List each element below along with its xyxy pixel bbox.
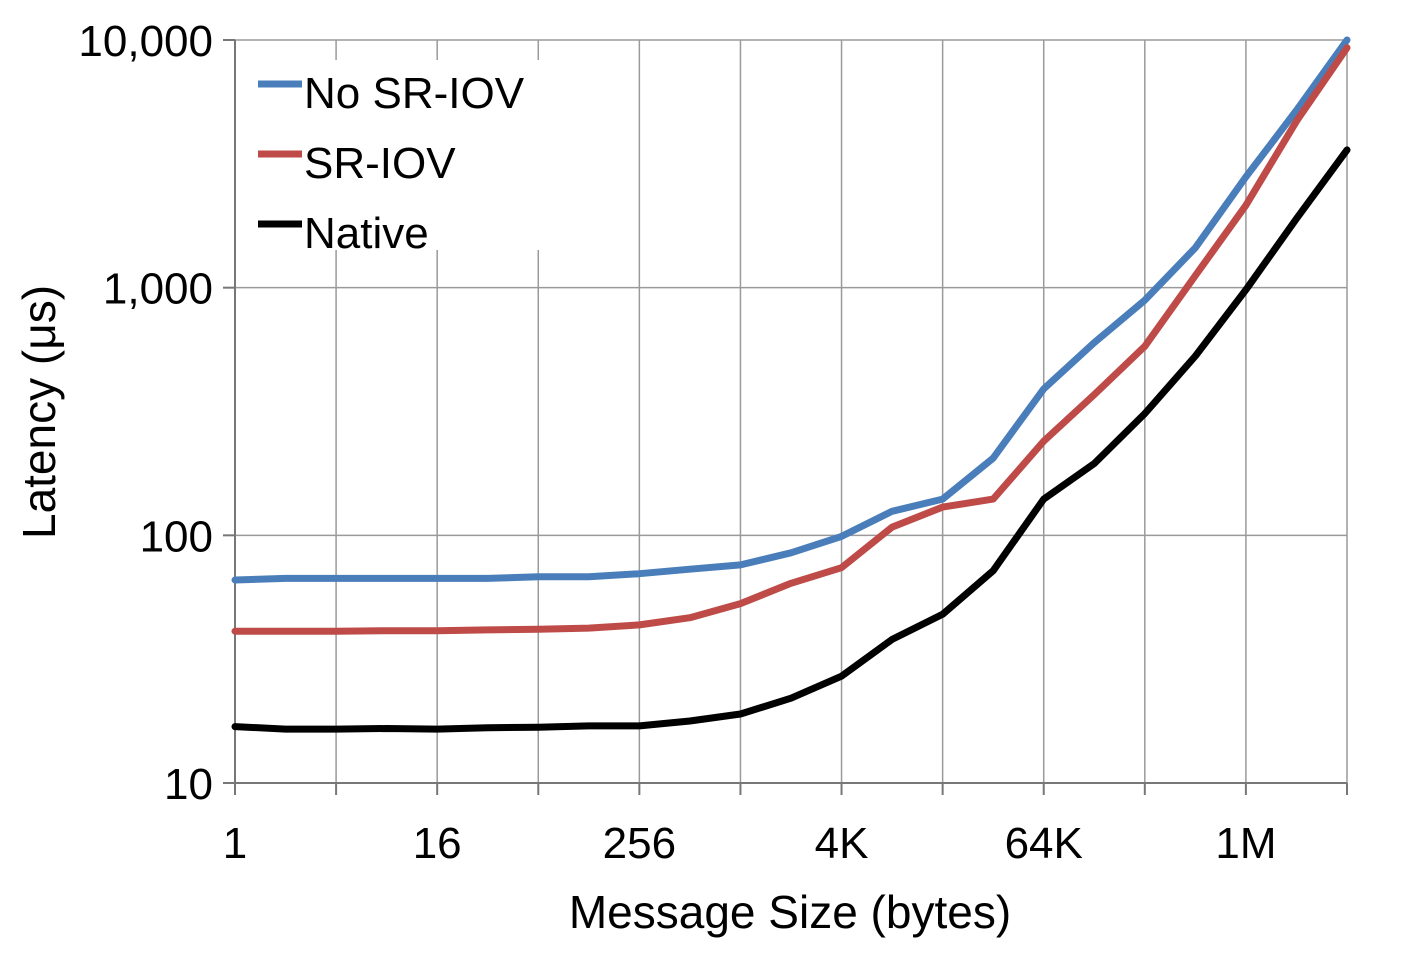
x-tick-label: 256 xyxy=(603,819,676,868)
series-lines xyxy=(231,36,1351,733)
x-tick-label: 1 xyxy=(223,819,247,868)
x-tick-label: 4K xyxy=(815,819,869,868)
series-line-no-sr-iov xyxy=(231,36,1351,584)
series-line-native xyxy=(231,146,1351,733)
y-tick-label: 1,000 xyxy=(103,265,213,314)
legend-label: No SR-IOV xyxy=(304,69,525,118)
y-tick-label: 10,000 xyxy=(78,17,213,66)
series-line-sr-iov xyxy=(231,44,1351,635)
legend: No SR-IOV SR-IOV Native xyxy=(258,69,525,258)
axes xyxy=(223,39,1348,795)
x-tick-label: 64K xyxy=(1005,819,1083,868)
y-tick-label: 100 xyxy=(140,512,213,561)
x-tick-labels: 1 16 256 4K 64K 1M xyxy=(223,819,1277,868)
y-tick-label: 10 xyxy=(164,760,213,809)
y-axis-title: Latency (μs) xyxy=(13,285,65,539)
legend-label: Native xyxy=(304,209,429,258)
y-tick-labels: 10 100 1,000 10,000 xyxy=(78,17,213,809)
x-tick-label: 1M xyxy=(1215,819,1276,868)
x-tick-label: 16 xyxy=(413,819,462,868)
legend-label: SR-IOV xyxy=(304,139,456,188)
x-axis-title: Message Size (bytes) xyxy=(569,886,1011,938)
